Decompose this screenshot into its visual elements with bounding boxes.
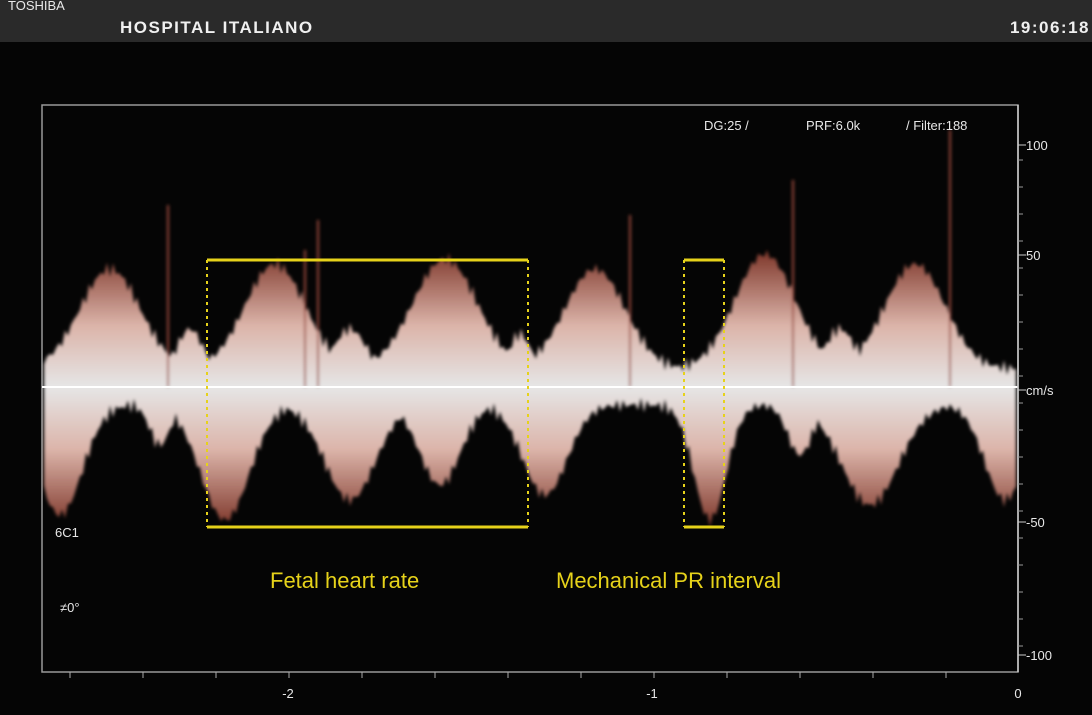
scale-label: 100 — [1026, 138, 1048, 153]
brand: TOSHIBA — [8, 0, 65, 13]
ultrasound-screen: TOSHIBA HOSPITAL ITALIANO 19:06:18 DG:25… — [0, 0, 1092, 715]
scale-label: -100 — [1026, 648, 1052, 663]
scale-label: -50 — [1026, 515, 1045, 530]
gain-setting: DG:25 / — [704, 118, 749, 133]
time-label: 0 — [1014, 686, 1021, 701]
annotation: Mechanical PR interval — [556, 568, 781, 593]
angle-label: ≠0° — [60, 600, 80, 615]
prf-setting: PRF:6.0k — [806, 118, 861, 133]
probe-label: 6C1 — [55, 525, 79, 540]
clock: 19:06:18 — [1010, 18, 1090, 37]
scale-label: 50 — [1026, 248, 1040, 263]
filter-setting: / Filter:188 — [906, 118, 967, 133]
scale-label: cm/s — [1026, 383, 1054, 398]
time-label: -2 — [282, 686, 294, 701]
time-label: -1 — [646, 686, 658, 701]
annotation: Fetal heart rate — [270, 568, 419, 593]
site-name: HOSPITAL ITALIANO — [120, 18, 314, 37]
